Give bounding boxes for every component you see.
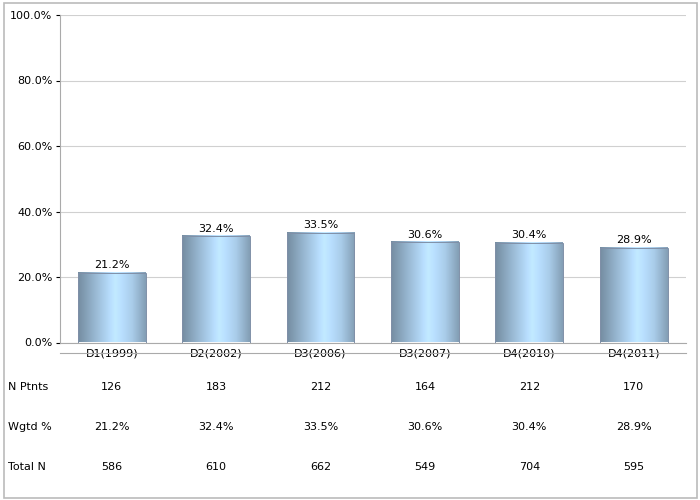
Text: 30.4%: 30.4% xyxy=(512,230,547,240)
Text: 21.2%: 21.2% xyxy=(94,260,130,270)
Text: Wgtd %: Wgtd % xyxy=(8,422,52,432)
Text: 212: 212 xyxy=(310,382,331,392)
Text: 212: 212 xyxy=(519,382,540,392)
Bar xyxy=(286,233,354,342)
Text: 30.6%: 30.6% xyxy=(407,230,442,239)
Bar xyxy=(391,242,459,342)
Text: 30.4%: 30.4% xyxy=(512,422,547,432)
Text: Total N: Total N xyxy=(8,462,46,472)
Text: 170: 170 xyxy=(623,382,645,392)
Text: 586: 586 xyxy=(101,462,122,472)
Text: N Ptnts: N Ptnts xyxy=(8,382,48,392)
Text: 662: 662 xyxy=(310,462,331,472)
Text: 28.9%: 28.9% xyxy=(616,422,652,432)
Text: 30.6%: 30.6% xyxy=(407,422,442,432)
Text: 183: 183 xyxy=(206,382,227,392)
Text: 610: 610 xyxy=(206,462,227,472)
Text: 32.4%: 32.4% xyxy=(198,224,234,234)
Bar xyxy=(182,236,250,343)
Text: 549: 549 xyxy=(414,462,435,472)
Bar xyxy=(496,243,564,342)
Text: 126: 126 xyxy=(101,382,122,392)
Text: 32.4%: 32.4% xyxy=(198,422,234,432)
Text: 21.2%: 21.2% xyxy=(94,422,130,432)
Text: 164: 164 xyxy=(414,382,435,392)
Bar xyxy=(78,273,146,342)
Text: 28.9%: 28.9% xyxy=(616,235,652,245)
Text: 595: 595 xyxy=(623,462,645,472)
Bar xyxy=(600,248,668,342)
Text: 33.5%: 33.5% xyxy=(303,220,338,230)
Text: 704: 704 xyxy=(519,462,540,472)
Text: 33.5%: 33.5% xyxy=(303,422,338,432)
